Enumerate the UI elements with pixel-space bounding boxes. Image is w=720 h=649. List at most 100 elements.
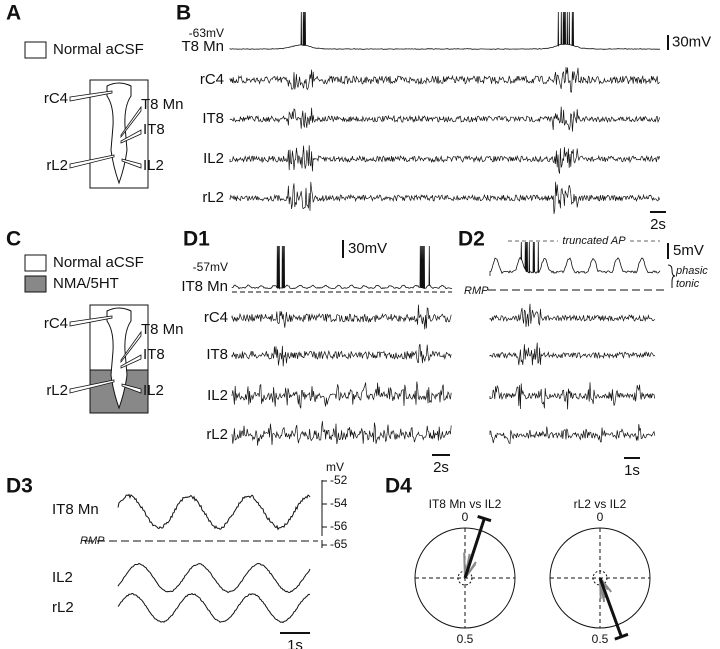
trace	[489, 303, 656, 328]
site-label: rC4	[44, 90, 68, 107]
trace	[489, 424, 656, 444]
trace-label: IT8	[202, 110, 224, 127]
trace-label: IT8 Mn	[52, 501, 99, 518]
trace-label: IL2	[207, 387, 228, 404]
phase-label: 0	[462, 510, 469, 524]
panel-label: A	[6, 2, 21, 25]
electrode	[69, 154, 115, 169]
mean-vector-cap	[477, 514, 492, 523]
legend-box	[24, 275, 47, 293]
trace-label: IT8 Mn	[181, 278, 228, 295]
trace	[229, 67, 660, 93]
trace-label: IL2	[52, 569, 73, 586]
phase-label: 0	[597, 510, 604, 524]
electrode	[120, 129, 142, 144]
plot-title: rL2 vs IL2	[574, 497, 627, 511]
annotation: phasic	[675, 265, 708, 277]
site-label: IL2	[143, 382, 164, 399]
trace	[229, 181, 660, 214]
trace	[231, 343, 452, 367]
phase-label: 0.5	[592, 632, 609, 646]
scale-label: 5mV	[673, 242, 704, 259]
mean-vector	[598, 577, 623, 638]
legend-box	[24, 41, 47, 59]
trace-label: IL2	[203, 150, 224, 167]
site-label: IT8	[143, 346, 165, 363]
legend-label: NMA/5HT	[53, 275, 119, 292]
scale-label: 2s	[650, 216, 666, 233]
trace-label: rL2	[52, 599, 74, 616]
spinal-cord	[106, 82, 132, 185]
trace-label: rL2	[202, 189, 224, 206]
trace	[229, 106, 660, 132]
trace	[117, 493, 311, 531]
site-label: rL2	[46, 157, 68, 174]
axis-unit: mV	[326, 460, 344, 474]
electrode	[69, 379, 115, 394]
phase-label: 0.5	[457, 632, 474, 646]
panel-label: D2	[458, 228, 485, 251]
trace-label: rC4	[204, 309, 228, 326]
scale-label: 1s	[287, 637, 303, 649]
legend-box	[24, 254, 47, 272]
trace	[231, 304, 452, 330]
trace-label: rC4	[200, 71, 224, 88]
site-label: T8 Mn	[141, 321, 184, 338]
electrode	[120, 105, 142, 139]
scale-label: 1s	[624, 462, 640, 479]
electrode	[69, 315, 113, 327]
trace	[231, 381, 452, 409]
electrode	[120, 330, 142, 364]
brace	[667, 264, 676, 288]
trace	[229, 11, 661, 50]
trace-label: IT8	[206, 346, 228, 363]
polar-center	[592, 570, 608, 586]
mean-vector	[463, 518, 486, 579]
electrode	[69, 90, 113, 102]
site-label: IL2	[143, 157, 164, 174]
tick-label: -54	[330, 496, 348, 510]
resting-potential: -57mV	[193, 260, 228, 274]
electrode	[121, 383, 142, 394]
trace	[231, 421, 452, 446]
tick-label: -65	[330, 537, 348, 551]
scale-label: 30mV	[348, 240, 387, 257]
rmp-label: RMP	[464, 285, 489, 297]
site-label: T8 Mn	[141, 96, 184, 113]
spinal-cord	[106, 307, 132, 410]
scale-label: 30mV	[672, 33, 711, 50]
panel-label: D3	[6, 475, 33, 498]
trace-label: T8 Mn	[181, 38, 224, 55]
tick-label: -52	[330, 473, 348, 487]
tick-label: -56	[330, 519, 348, 533]
trace	[489, 382, 656, 410]
legend-label: Normal aCSF	[53, 41, 144, 58]
trace	[229, 145, 660, 174]
trace	[117, 562, 311, 594]
rmp-label: RMP	[80, 535, 105, 547]
trace-label: rL2	[206, 426, 228, 443]
legend-label: Normal aCSF	[53, 254, 144, 271]
plot-title: IT8 Mn vs IL2	[429, 497, 502, 511]
panel-label: B	[176, 2, 191, 25]
site-label: rC4	[44, 315, 68, 332]
panel-label: D1	[183, 228, 210, 251]
site-label: IT8	[143, 121, 165, 138]
resting-potential: -63mV	[189, 26, 224, 40]
trace	[489, 342, 656, 366]
electrode	[120, 354, 142, 369]
annotation: tonic	[676, 278, 700, 290]
scale-label: 2s	[433, 459, 449, 476]
trace	[489, 241, 661, 276]
annotation: truncated AP	[562, 235, 626, 247]
trace	[117, 592, 311, 624]
panel-label: C	[6, 228, 21, 251]
trace	[231, 245, 453, 290]
mean-vector-cap	[614, 632, 629, 641]
panel-label: D4	[385, 475, 412, 498]
electrode	[121, 158, 142, 169]
site-label: rL2	[46, 382, 68, 399]
